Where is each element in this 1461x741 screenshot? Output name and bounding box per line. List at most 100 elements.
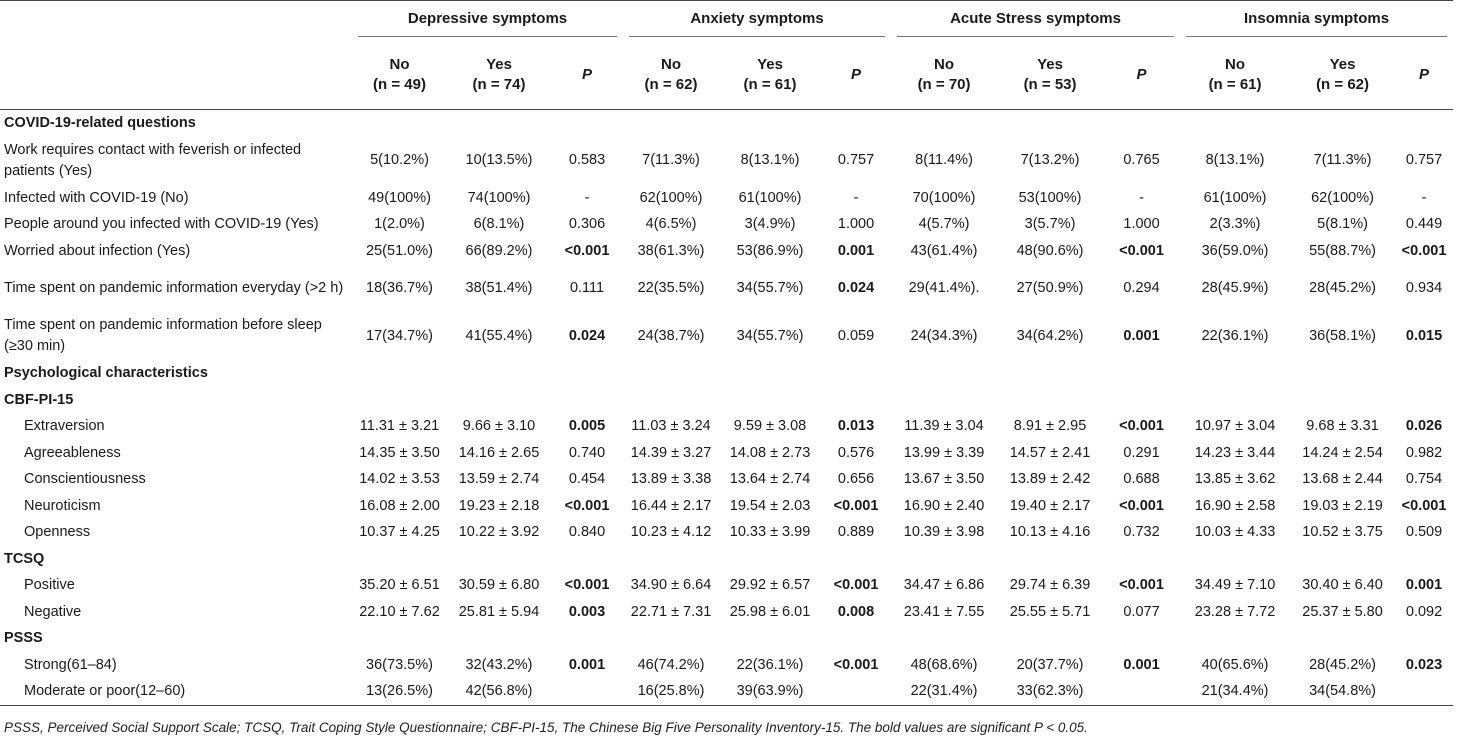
table-cell: 13.85 ± 3.62 <box>1194 471 1276 488</box>
table-cell: 18(36.7%) <box>366 279 433 296</box>
table-row: Positive 35.20 ± 6.51 30.59 ± 6.80 <0.001 34… <box>0 572 1453 599</box>
table-cell: 62(100%) <box>639 189 703 206</box>
table-cell: 14.35 ± 3.50 <box>359 444 440 461</box>
table-cell: 11.31 ± 3.21 <box>359 418 440 435</box>
table-row: Moderate or poor(12–60) 13(26.5%) 42(56.8%… <box>0 678 1453 705</box>
subheader-cell: P <box>1103 41 1180 110</box>
table-cell: 36(59.0%) <box>1201 242 1269 259</box>
table-cell: 28(45.9%) <box>1201 279 1269 296</box>
table-cell: 0.656 <box>837 471 875 488</box>
table-cell: - <box>1139 189 1144 206</box>
table-cell: 0.001 <box>1123 327 1160 344</box>
table-cell: 29.74 ± 6.39 <box>1009 577 1091 594</box>
table-cell: 0.291 <box>1123 444 1160 461</box>
subheader-label: Yes <box>486 56 512 73</box>
table-cell <box>1395 678 1453 705</box>
table-cell: 29.92 ± 6.57 <box>729 577 811 594</box>
subheader-cell: No (n = 49) <box>352 41 447 110</box>
table-cell: 0.765 <box>1123 152 1160 168</box>
table-row: Time spent on pandemic information befor… <box>0 312 1453 360</box>
table-cell: <0.001 <box>1401 242 1447 259</box>
table-cell: 7(11.3%) <box>1313 152 1372 168</box>
subheader-label: No <box>389 56 410 73</box>
table-cell: 16.08 ± 2.00 <box>359 497 440 514</box>
subheader-label: No <box>934 56 955 73</box>
table-cell: 0.982 <box>1405 444 1443 461</box>
table-cell: 0.059 <box>837 327 875 344</box>
table-cell: 9.66 ± 3.10 <box>462 418 536 435</box>
table-cell: 6(8.1%) <box>473 216 525 233</box>
group-anxiety: Anxiety symptoms <box>623 1 891 42</box>
table-cell: 14.16 ± 2.65 <box>458 444 540 461</box>
table-cell: 23.28 ± 7.72 <box>1194 603 1276 620</box>
table-cell: 0.001 <box>837 242 875 259</box>
table-cell: 14.23 ± 3.44 <box>1194 444 1276 461</box>
table-cell: 22(31.4%) <box>910 683 978 700</box>
table-cell <box>1103 678 1180 705</box>
table-cell: 62(100%) <box>1311 189 1374 206</box>
subheader-n: (n = 49) <box>373 76 426 93</box>
table-cell: 7(13.2%) <box>1020 152 1080 168</box>
table-cell: <0.001 <box>1119 242 1164 259</box>
table-cell: 14.57 ± 2.41 <box>1009 444 1091 461</box>
table-cell: 29(41.4%). <box>908 279 980 296</box>
table-cell: 0.757 <box>1405 152 1443 168</box>
row-label: Moderate or poor(12–60) <box>24 683 186 700</box>
table-row: Neuroticism 16.08 ± 2.00 19.23 ± 2.18 <0.00… <box>0 493 1453 520</box>
table-cell: 70(100%) <box>912 189 976 206</box>
table-cell: 21(34.4%) <box>1201 683 1269 700</box>
table-cell: 22.10 ± 7.62 <box>359 603 440 620</box>
table-cell: - <box>1421 189 1427 206</box>
table-cell: 16.90 ± 2.40 <box>903 497 985 514</box>
subheader-cell: P <box>1395 41 1453 110</box>
subheader-corner <box>0 41 352 110</box>
row-label: Time spent on pandemic information every… <box>4 279 344 296</box>
table-cell: 5(10.2%) <box>370 152 429 168</box>
row-label: Openness <box>24 524 91 541</box>
table-cell: 0.024 <box>837 279 875 296</box>
table-cell: 11.39 ± 3.04 <box>904 418 984 435</box>
section-row: Psychological characteristics <box>0 360 1453 387</box>
table-cell: 22.71 ± 7.31 <box>630 603 712 620</box>
table-cell: 20(37.7%) <box>1016 656 1084 673</box>
table-cell: 14.08 ± 2.73 <box>729 444 811 461</box>
row-label: Agreeableness <box>24 444 121 461</box>
table-cell: 4(5.7%) <box>918 216 970 233</box>
table-cell: 10.13 ± 4.16 <box>1009 524 1091 541</box>
table-cell: 34.90 ± 6.64 <box>630 577 712 594</box>
table-cell: 0.001 <box>568 656 606 673</box>
table-cell: 0.576 <box>837 444 875 461</box>
table-cell: 13.64 ± 2.74 <box>729 471 811 488</box>
table-cell: 19.03 ± 2.19 <box>1302 497 1383 514</box>
subheader-label: P <box>1136 66 1147 83</box>
subheader-label: P <box>1419 66 1430 83</box>
table-cell: 40(65.6%) <box>1201 656 1269 673</box>
table-cell: 5(8.1%) <box>1317 216 1368 233</box>
subheader-n: (n = 70) <box>917 76 971 93</box>
table-cell <box>551 678 623 705</box>
table-cell: 22(36.1%) <box>736 656 804 673</box>
subheader-cell: No (n = 62) <box>623 41 719 110</box>
table-cell: 13.99 ± 3.39 <box>903 444 985 461</box>
subheader-cell: Yes (n = 62) <box>1290 41 1395 110</box>
table-cell: 11.03 ± 3.24 <box>631 418 711 435</box>
table-cell: 30.40 ± 6.40 <box>1302 577 1383 594</box>
table-cell: 10.03 ± 4.33 <box>1194 524 1276 541</box>
table-cell: 0.026 <box>1405 418 1443 435</box>
table-cell: 13.68 ± 2.44 <box>1302 471 1383 488</box>
table-cell: 0.077 <box>1123 603 1160 620</box>
table-cell: 0.024 <box>568 327 606 344</box>
table-row: Agreeableness 14.35 ± 3.50 14.16 ± 2.65 0.7… <box>0 440 1453 467</box>
table-cell: 61(100%) <box>1203 189 1267 206</box>
group-insomnia: Insomnia symptoms <box>1180 1 1453 42</box>
table-cell: 8(13.1%) <box>1205 152 1265 168</box>
table-cell: 9.59 ± 3.08 <box>733 418 807 435</box>
table-cell: 10.23 ± 4.12 <box>630 524 712 541</box>
table-cell: 43(61.4%) <box>910 242 978 259</box>
table-cell: 0.757 <box>837 152 875 168</box>
table-cell: 46(74.2%) <box>637 656 705 673</box>
table-cell: <0.001 <box>1119 577 1164 594</box>
table-cell: 27(50.9%) <box>1016 279 1084 296</box>
table-cell: 19.54 ± 2.03 <box>729 497 811 514</box>
